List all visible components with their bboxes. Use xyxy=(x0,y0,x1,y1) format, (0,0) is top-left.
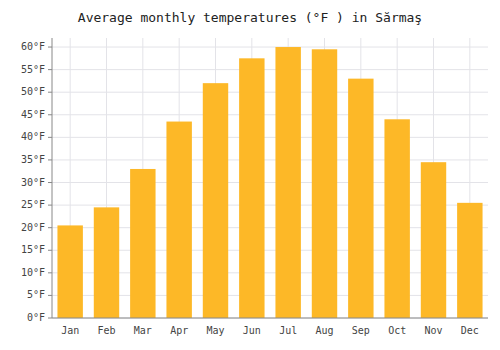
y-tick xyxy=(48,250,52,251)
y-grid-line xyxy=(52,159,488,160)
y-tick-label: 5°F xyxy=(27,289,45,300)
x-tick-label: Jan xyxy=(61,325,79,336)
y-tick-label: 30°F xyxy=(21,177,45,188)
x-tick-label: May xyxy=(206,325,224,336)
y-tick xyxy=(48,92,52,93)
axes: 0°F 5°F 10°F 15°F 20°F 25°F 30°F 35°F 40°F 45°F 50… xyxy=(21,38,488,336)
x-tick-label: Jul xyxy=(279,325,297,336)
y-tick-label: 0°F xyxy=(27,312,45,323)
x-tick-label: Aug xyxy=(315,325,333,336)
y-tick xyxy=(48,182,52,183)
bar xyxy=(203,83,228,318)
bar xyxy=(57,225,82,318)
y-grid-line xyxy=(52,137,488,138)
bar xyxy=(94,207,119,318)
bar xyxy=(275,47,300,318)
y-tick-label: 15°F xyxy=(21,244,45,255)
y-tick xyxy=(48,295,52,296)
grid xyxy=(52,38,488,318)
x-tick-label: Feb xyxy=(97,325,115,336)
bar xyxy=(457,203,482,318)
y-tick xyxy=(48,227,52,228)
x-tick-label: Jun xyxy=(243,325,261,336)
y-tick xyxy=(48,205,52,206)
y-tick-label: 10°F xyxy=(21,267,45,278)
y-tick-label: 50°F xyxy=(21,86,45,97)
chart: Average monthly temperatures (°F ) in Să… xyxy=(0,0,500,350)
x-tick-label: Sep xyxy=(352,325,370,336)
y-tick-label: 25°F xyxy=(21,199,45,210)
x-tick-label: Nov xyxy=(424,325,442,336)
bar xyxy=(384,119,409,318)
y-tick xyxy=(48,114,52,115)
bar xyxy=(130,169,155,318)
y-tick-label: 60°F xyxy=(21,41,45,52)
y-tick-label: 35°F xyxy=(21,154,45,165)
x-axis-line xyxy=(52,318,488,319)
y-tick-label: 45°F xyxy=(21,109,45,120)
y-tick-label: 55°F xyxy=(21,64,45,75)
page: {"chart_data": {"type": "bar", "title": … xyxy=(0,0,500,350)
bars xyxy=(57,47,482,318)
bar xyxy=(312,49,337,318)
y-tick-label: 40°F xyxy=(21,131,45,142)
y-grid-line xyxy=(52,92,488,93)
x-tick-label: Mar xyxy=(134,325,152,336)
y-tick xyxy=(48,47,52,48)
x-tick-label: Oct xyxy=(388,325,406,336)
y-grid-line xyxy=(52,114,488,115)
y-tick-label: 20°F xyxy=(21,222,45,233)
x-tick-label: Dec xyxy=(461,325,479,336)
bar xyxy=(239,58,264,318)
y-tick xyxy=(48,318,52,319)
y-grid-line xyxy=(52,318,488,319)
y-tick xyxy=(48,69,52,70)
y-grid-line xyxy=(52,47,488,48)
y-tick xyxy=(48,272,52,273)
bar xyxy=(421,162,446,318)
bar xyxy=(348,79,373,318)
title: Average monthly temperatures (°F ) in Să… xyxy=(78,10,422,25)
y-grid-line xyxy=(52,69,488,70)
x-tick-label: Apr xyxy=(170,325,188,336)
y-tick xyxy=(48,137,52,138)
y-tick xyxy=(48,159,52,160)
y-axis-line xyxy=(52,38,53,318)
bar xyxy=(166,122,191,318)
